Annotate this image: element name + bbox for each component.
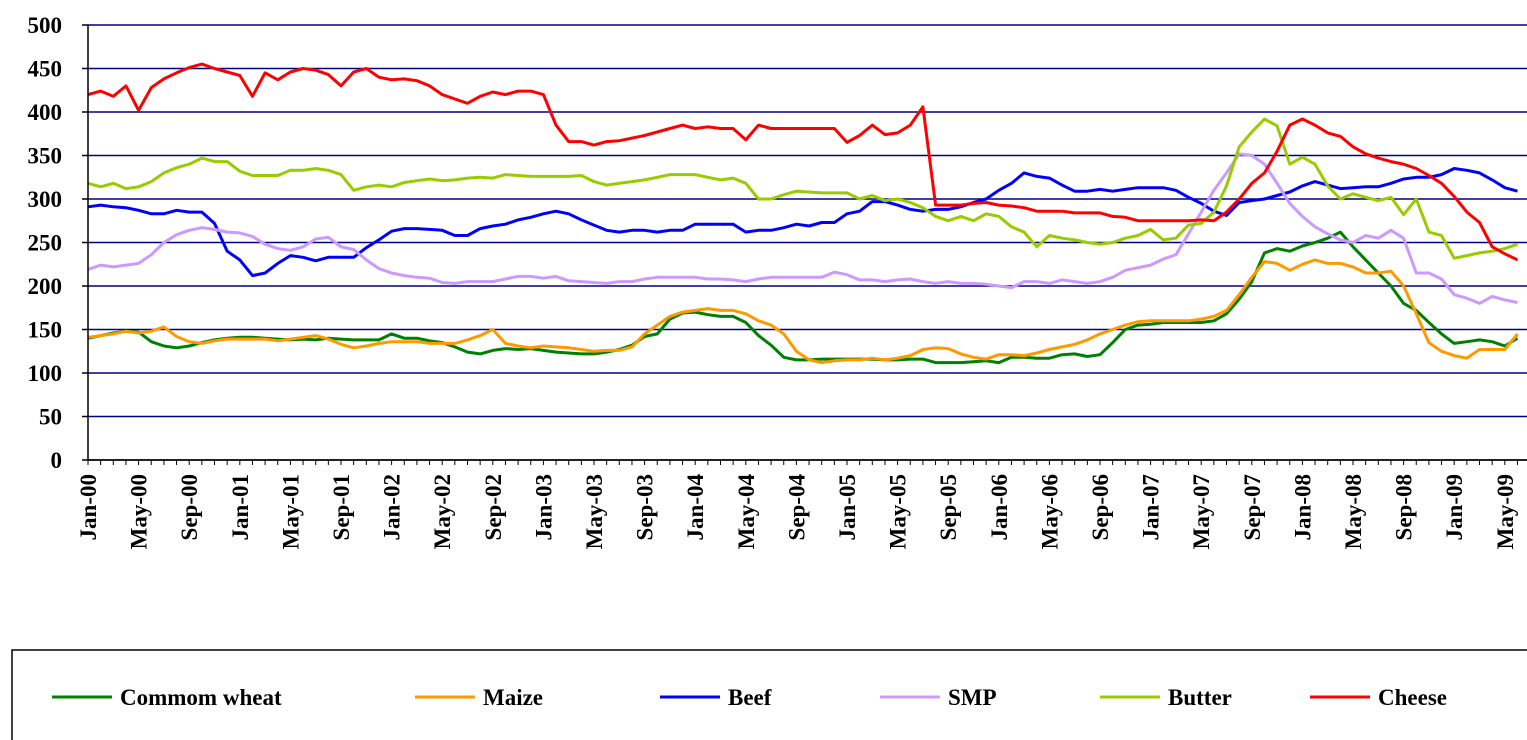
x-tick-label: May-00 xyxy=(127,474,152,549)
y-tick-label: 350 xyxy=(28,144,63,169)
y-tick-label: 200 xyxy=(28,274,63,299)
x-tick-label: May-08 xyxy=(1341,474,1366,549)
y-tick-label: 0 xyxy=(51,448,63,473)
x-tick-label: Sep-02 xyxy=(481,474,506,540)
x-tick-label: Jan-02 xyxy=(380,474,405,540)
y-tick-label: 50 xyxy=(39,405,62,430)
series-line xyxy=(87,167,1518,278)
axes: 0 50 100 150 200 250 300 350 400 450 500 Jan-00 May-… xyxy=(28,13,1527,549)
x-tick-label: Sep-08 xyxy=(1392,474,1417,540)
x-tick-label: Sep-04 xyxy=(784,474,809,541)
x-tick-label: Jan-09 xyxy=(1442,474,1467,540)
x-tick-label: Jan-08 xyxy=(1290,474,1315,540)
y-tick-label: 400 xyxy=(28,100,63,125)
x-tick-label: Jan-05 xyxy=(835,474,860,540)
x-tick-label: May-04 xyxy=(734,474,759,550)
series-line xyxy=(87,152,1518,305)
series-line xyxy=(87,62,1519,262)
y-tick-label: 300 xyxy=(28,187,63,212)
x-tick-label: May-05 xyxy=(886,474,911,549)
series-line xyxy=(87,117,1518,260)
x-tick-label: Sep-01 xyxy=(329,474,354,540)
legend-label: Commom wheat xyxy=(120,685,282,710)
lines xyxy=(87,62,1519,365)
x-tick-label: Sep-05 xyxy=(936,474,961,540)
y-tick-label: 500 xyxy=(28,13,63,38)
x-tick-label: May-02 xyxy=(430,474,455,549)
legend-label: SMP xyxy=(948,685,997,710)
legend-label: Cheese xyxy=(1378,685,1447,710)
x-tick-label: Sep-06 xyxy=(1088,474,1113,540)
x-tick-label: May-06 xyxy=(1037,474,1062,549)
x-tick-label: May-09 xyxy=(1493,474,1518,549)
y-tick-label: 150 xyxy=(28,318,63,343)
y-tick-label: 450 xyxy=(28,57,63,82)
x-tick-label: Sep-07 xyxy=(1240,474,1265,540)
series-line xyxy=(87,258,1519,365)
x-tick-label: Jan-00 xyxy=(76,474,101,540)
x-tick-label: Jan-03 xyxy=(531,474,556,540)
x-tick-label: Sep-03 xyxy=(633,474,658,540)
x-tick-label: May-03 xyxy=(582,474,607,549)
legend: Commom wheat Maize Beef SMP Butter Cheese xyxy=(52,685,1447,710)
y-tick-label: 250 xyxy=(28,231,63,256)
x-tick-label: May-01 xyxy=(278,474,303,549)
x-tick-label: Sep-00 xyxy=(177,474,202,540)
legend-label: Maize xyxy=(483,685,543,710)
legend-box xyxy=(11,649,1527,740)
x-tick-label: May-07 xyxy=(1189,474,1214,549)
legend-label: Beef xyxy=(728,685,772,710)
x-tick-label: Jan-07 xyxy=(1139,474,1164,540)
x-tick-label: Jan-04 xyxy=(683,474,708,541)
y-tick-label: 100 xyxy=(28,361,63,386)
x-tick-label: Jan-01 xyxy=(228,474,253,540)
legend-label: Butter xyxy=(1168,685,1232,710)
series-line xyxy=(87,230,1519,365)
x-tick-label: Jan-06 xyxy=(987,474,1012,540)
